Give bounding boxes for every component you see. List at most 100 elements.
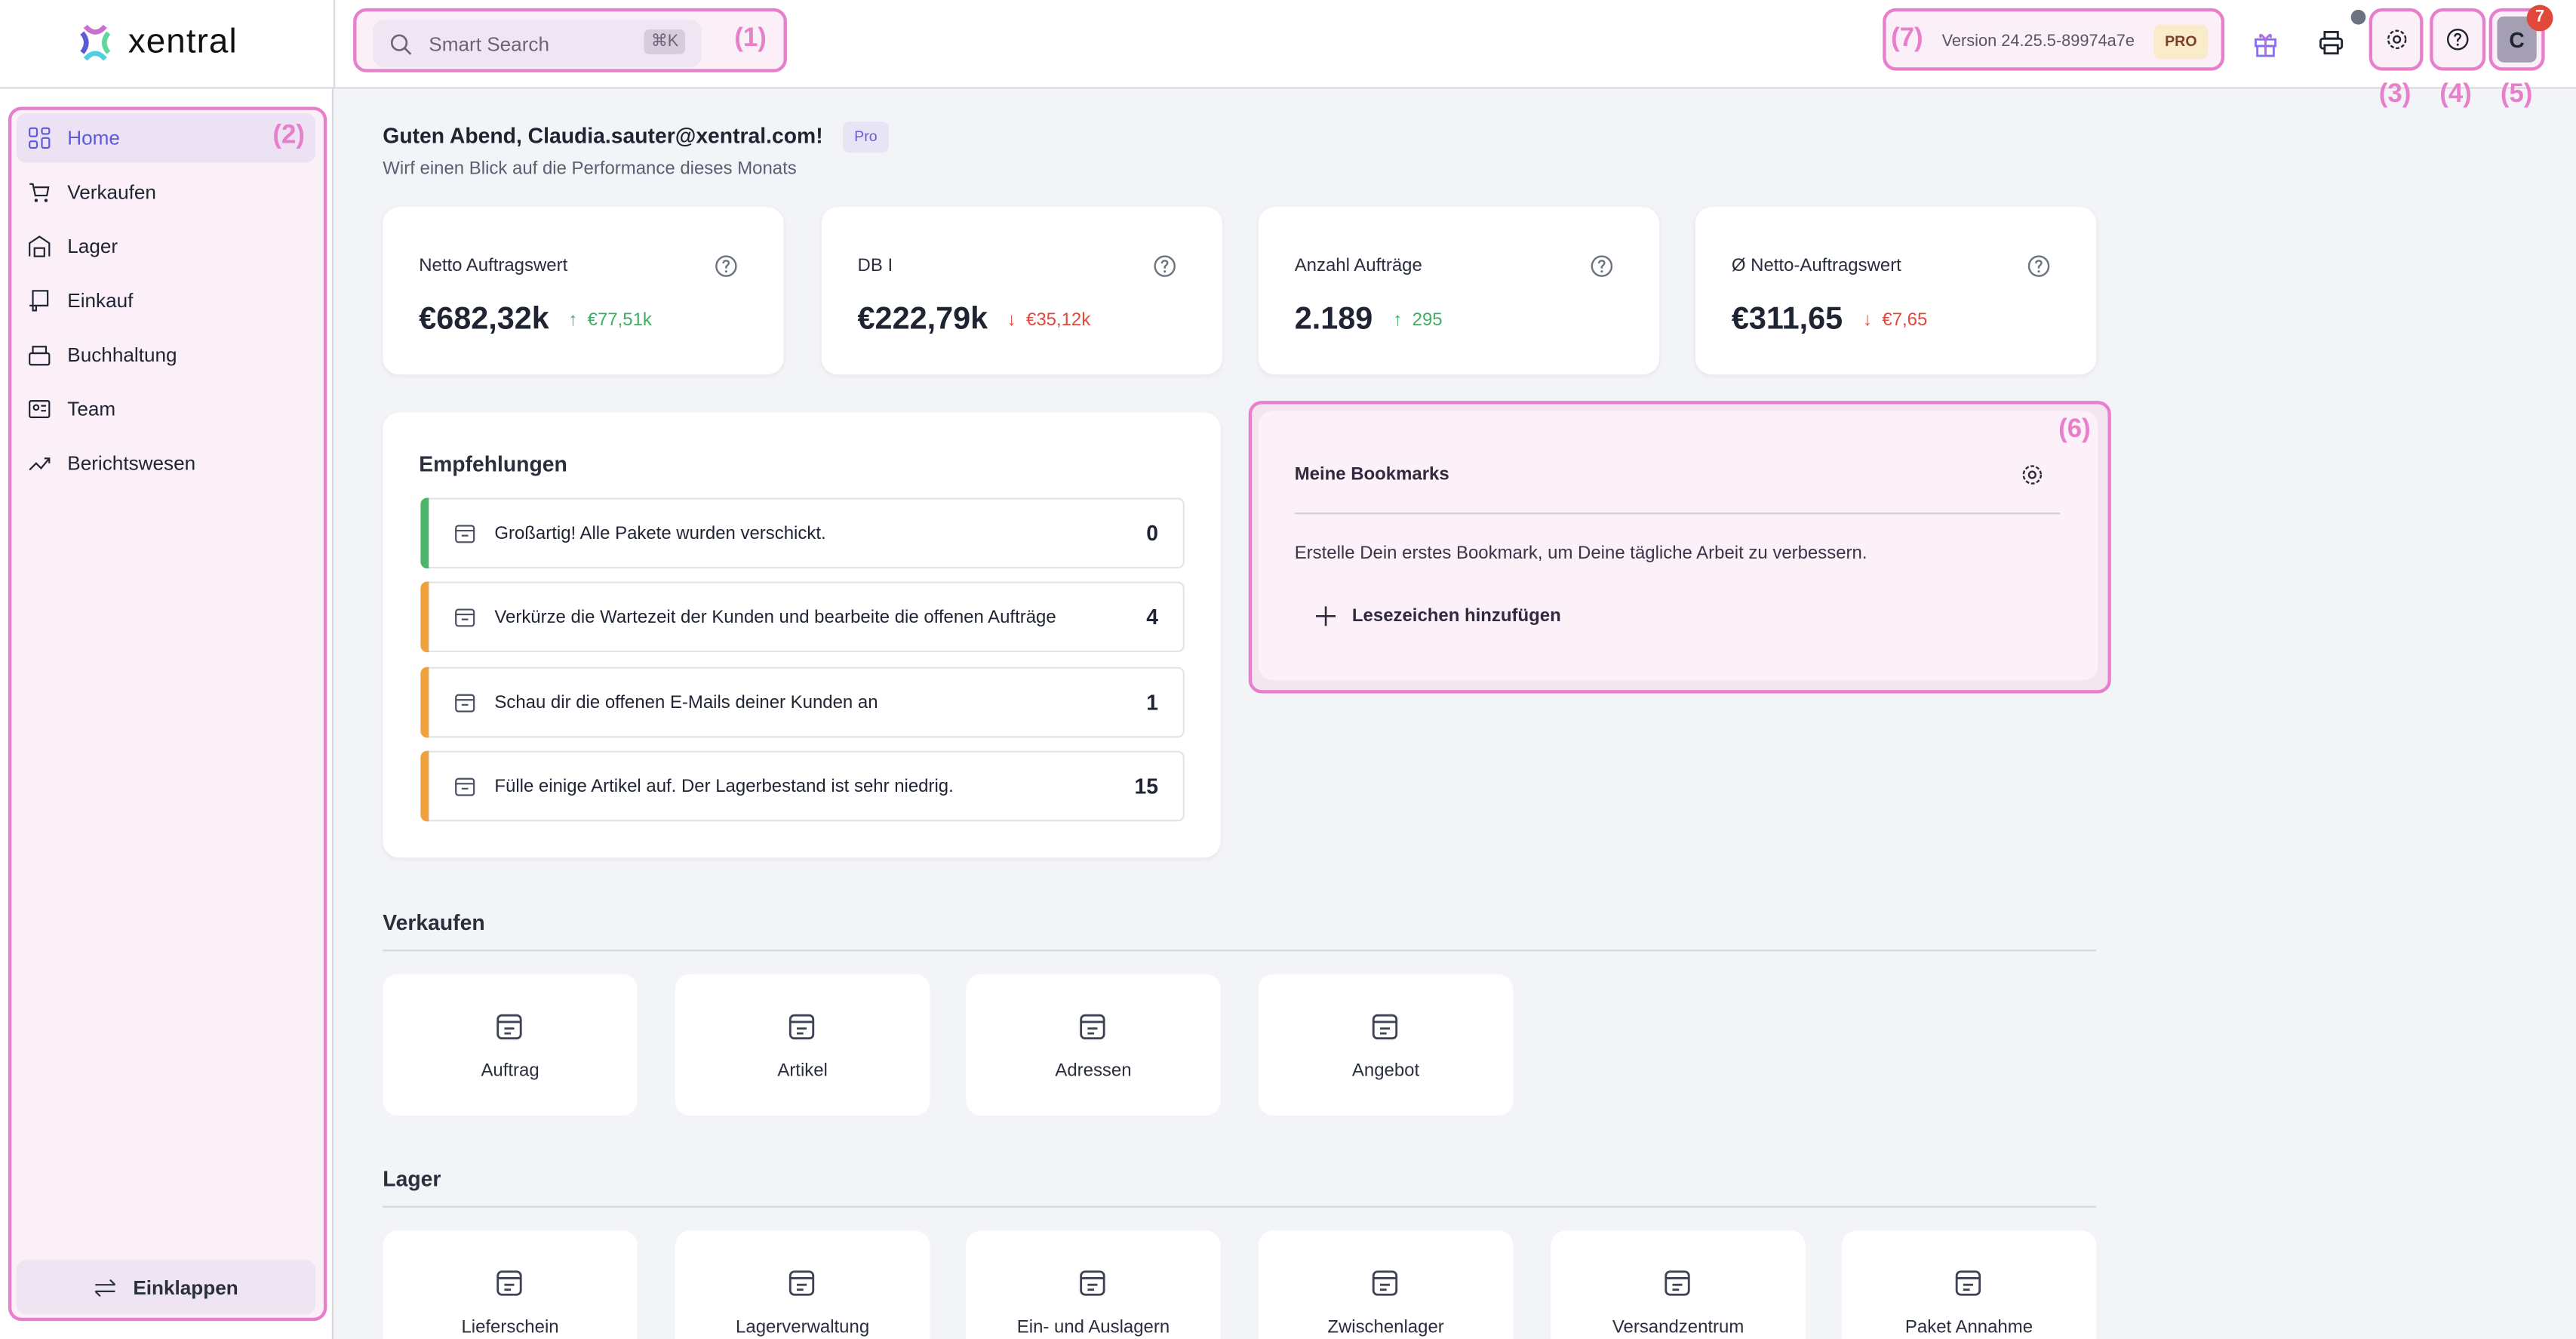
kpi-value: €222,79k xyxy=(857,302,988,337)
kpi-info-button[interactable] xyxy=(2027,254,2050,277)
warehouse-box-icon xyxy=(455,777,475,796)
shortcut-badge: ⌘K xyxy=(644,29,685,54)
annotation-label-7: (7) xyxy=(1891,24,1923,53)
kpi-info-button[interactable] xyxy=(1153,254,1176,277)
recommendation-item[interactable]: Fülle einige Artikel auf. Der Lagerbesta… xyxy=(420,750,1185,822)
tile-label: Versandzentrum xyxy=(1612,1317,1744,1337)
recommendation-item[interactable]: Großartig! Alle Pakete wurden verschickt… xyxy=(420,497,1185,569)
help-icon xyxy=(1591,255,1613,277)
bookmarks-card: Meine Bookmarks Erstelle Dein erstes Boo… xyxy=(1258,411,2098,681)
tile-ein-und-auslagern[interactable]: Ein- und Auslagern xyxy=(966,1230,1221,1339)
help-icon xyxy=(2446,28,2469,51)
sidebar-item-einkauf[interactable]: Einkauf xyxy=(17,276,315,325)
annotation-label-4: (4) xyxy=(2439,80,2472,109)
recommendation-item[interactable]: Schau dir die offenen E-Mails deiner Kun… xyxy=(420,666,1185,738)
add-bookmark-label: Lesezeichen hinzufügen xyxy=(1351,606,1561,626)
archive-icon xyxy=(455,524,475,543)
sidebar-item-label: Team xyxy=(67,397,116,421)
help-button[interactable] xyxy=(2430,8,2486,71)
mail-icon xyxy=(455,693,475,712)
kpi-delta: ↑ €77,51k xyxy=(568,310,652,330)
tile-label: Angebot xyxy=(1351,1061,1420,1082)
annotation-label-6: (6) xyxy=(2058,415,2091,444)
archive-icon xyxy=(788,1014,815,1040)
archive-check-icon xyxy=(1955,1270,1981,1296)
sidebar-item-verkaufen[interactable]: Verkaufen xyxy=(17,168,315,217)
divider xyxy=(1294,513,2061,515)
tile-adressen[interactable]: Adressen xyxy=(966,974,1221,1116)
kpi-label: DB I xyxy=(857,256,893,276)
kpi-card: Anzahl Aufträge 2.189 ↑ 295 xyxy=(1258,207,1660,375)
arrow-up-icon: ↑ xyxy=(1393,310,1403,331)
arrow-up-icon: ↑ xyxy=(568,310,578,331)
swap-arrows-icon xyxy=(94,1278,116,1297)
team-icon xyxy=(29,400,51,418)
invoice-icon xyxy=(455,608,475,626)
recommendations-card: Empfehlungen Großartig! Alle Pakete wurd… xyxy=(383,412,1221,858)
status-bar xyxy=(420,750,429,822)
status-bar xyxy=(420,497,429,569)
gift-button[interactable] xyxy=(2252,29,2279,57)
recommendation-item[interactable]: Verkürze die Wartezeit der Kunden und be… xyxy=(420,581,1185,653)
version-text: Version 24.25.5-89974a7e xyxy=(1941,32,2135,51)
kpi-label: Netto Auftragswert xyxy=(419,256,568,276)
gear-icon xyxy=(2022,465,2043,485)
kpi-card: Netto Auftragswert €682,32k ↑ €77,51k xyxy=(383,207,784,375)
annotation-label-5: (5) xyxy=(2500,80,2533,109)
page-title: Guten Abend, Claudia.sauter@xentral.com! xyxy=(383,123,823,148)
status-bar xyxy=(420,666,429,738)
annotation-box-2 xyxy=(8,106,327,1322)
sidebar-item-buchhaltung[interactable]: Buchhaltung xyxy=(17,331,315,380)
recommendation-count: 4 xyxy=(1146,605,1158,629)
tile-label: Adressen xyxy=(1055,1061,1132,1082)
tile-label: Lieferschein xyxy=(461,1317,559,1337)
print-button[interactable] xyxy=(2318,29,2344,56)
kpi-label: Ø Netto-Auftragswert xyxy=(1731,256,1901,276)
gift-icon xyxy=(2255,33,2276,57)
tile-zwischenlager[interactable]: Zwischenlager xyxy=(1258,1230,1514,1339)
bookmarks-title: Meine Bookmarks xyxy=(1294,465,1449,485)
xentral-logo-icon xyxy=(80,24,111,61)
kpi-card: Ø Netto-Auftragswert €311,65 ↓ €7,65 xyxy=(1695,207,2097,375)
logo[interactable]: xentral xyxy=(75,23,238,62)
pro-badge: PRO xyxy=(2153,24,2209,60)
tile-paket-annahme[interactable]: Paket Annahme xyxy=(1841,1230,2097,1339)
sidebar-item-label: Buchhaltung xyxy=(67,343,177,367)
search-input[interactable]: Smart Search ⌘K xyxy=(373,20,702,68)
tile-artikel[interactable]: Artikel xyxy=(675,974,930,1116)
tile-versandzentrum[interactable]: Versandzentrum xyxy=(1551,1230,1806,1339)
users-icon xyxy=(1080,1014,1105,1040)
collapse-sidebar-button[interactable]: Einklappen xyxy=(16,1260,316,1315)
warehouse-arrows-icon xyxy=(1080,1270,1105,1296)
kpi-info-button[interactable] xyxy=(715,254,737,277)
status-bar xyxy=(420,581,429,653)
bookmarks-empty-text: Erstelle Dein erstes Bookmark, um Deine … xyxy=(1294,543,1867,564)
collapse-label: Einklappen xyxy=(133,1276,238,1299)
recommendation-text: Großartig! Alle Pakete wurden verschickt… xyxy=(494,523,826,543)
kpi-info-button[interactable] xyxy=(1591,254,1613,277)
add-bookmark-button[interactable]: Lesezeichen hinzufügen xyxy=(1316,606,1561,626)
tile-lieferschein[interactable]: Lieferschein xyxy=(383,1230,638,1339)
settings-button[interactable] xyxy=(2369,8,2424,71)
bookmark-settings-button[interactable] xyxy=(2021,463,2043,486)
kpi-delta: ↑ 295 xyxy=(1393,310,1442,330)
avatar-button[interactable]: C xyxy=(2488,8,2545,71)
tile-auftrag[interactable]: Auftrag xyxy=(383,974,638,1116)
tile-lagerverwaltung[interactable]: Lagerverwaltung xyxy=(675,1230,930,1339)
recommendation-count: 0 xyxy=(1146,521,1158,546)
arrow-down-icon: ↓ xyxy=(1007,310,1016,331)
tile-label: Paket Annahme xyxy=(1904,1317,2033,1337)
sidebar-item-team[interactable]: Team xyxy=(17,384,315,433)
cart-icon xyxy=(29,183,50,202)
kpi-delta-value: €35,12k xyxy=(1025,310,1091,331)
sidebar-item-berichtswesen[interactable]: Berichtswesen xyxy=(17,439,315,488)
status-dot xyxy=(2350,10,2366,25)
help-icon xyxy=(1154,255,1176,277)
tile-angebot[interactable]: Angebot xyxy=(1258,974,1514,1116)
sidebar-item-home[interactable]: Home xyxy=(16,113,316,163)
chart-icon xyxy=(29,457,51,471)
notification-badge[interactable]: 7 xyxy=(2526,5,2553,32)
checklist-icon xyxy=(496,1270,522,1296)
kpi-delta-value: 295 xyxy=(1412,310,1443,331)
sidebar-item-lager[interactable]: Lager xyxy=(17,222,315,271)
